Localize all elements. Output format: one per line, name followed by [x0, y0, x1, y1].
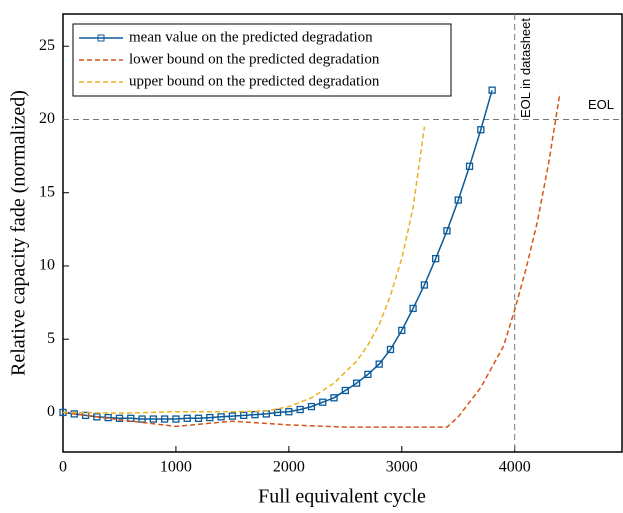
- legend-label: mean value on the predicted degradation: [129, 29, 373, 45]
- series-marker: [454, 196, 462, 204]
- y-axis-label: Relative capacity fade (normalized): [8, 90, 30, 376]
- y-tick-label: 10: [39, 257, 55, 274]
- series-marker: [319, 398, 327, 406]
- series-marker: [352, 379, 361, 387]
- series-marker: [172, 415, 180, 423]
- x-tick-label: 4000: [499, 459, 531, 476]
- plot-frame: [62, 13, 623, 453]
- x-tick-label: 2000: [273, 459, 305, 476]
- series-marker: [443, 227, 451, 235]
- series-line: [62, 126, 426, 414]
- series-marker: [160, 415, 169, 423]
- series-line: [62, 92, 561, 428]
- y-tick-label: 5: [47, 330, 55, 347]
- y-tick-label: 20: [39, 110, 55, 127]
- series-marker: [307, 402, 316, 411]
- series-marker: [364, 370, 372, 379]
- series-marker: [375, 360, 383, 368]
- series-marker: [115, 414, 124, 422]
- series-marker: [341, 386, 349, 395]
- series-marker: [149, 415, 157, 423]
- x-axis-label: Full equivalent cycle: [258, 486, 426, 508]
- series-marker: [409, 304, 417, 313]
- series-marker: [296, 405, 304, 414]
- series-marker: [273, 408, 282, 417]
- legend-marker: [97, 34, 105, 42]
- series-marker: [183, 414, 191, 422]
- legend-label: lower bound on the predicted degradation: [129, 51, 380, 67]
- series-marker: [285, 408, 293, 416]
- y-tick-label: 15: [39, 183, 55, 200]
- legend-label: upper bound on the predicted degradation: [129, 73, 380, 89]
- series-marker: [217, 413, 225, 421]
- series-marker: [465, 162, 474, 170]
- series-line: [62, 89, 493, 420]
- y-tick-label: 25: [39, 37, 55, 54]
- x-tick-label: 3000: [386, 459, 418, 476]
- series-marker: [93, 413, 101, 421]
- series-marker: [386, 345, 395, 354]
- series-marker: [138, 415, 146, 423]
- series-marker: [194, 414, 203, 422]
- x-tick-label: 1000: [160, 459, 192, 476]
- series-marker: [488, 86, 496, 94]
- series-marker: [432, 254, 440, 263]
- legend-box: [72, 23, 452, 97]
- series-marker: [398, 326, 406, 335]
- series-marker: [477, 126, 485, 134]
- datasheet-label: EOL in datasheet: [518, 18, 533, 118]
- x-tick-label: 0: [59, 459, 67, 476]
- y-tick-label: 0: [47, 403, 55, 420]
- series-marker: [206, 413, 214, 422]
- eol-label: EOL: [588, 97, 614, 112]
- series-marker: [228, 412, 237, 420]
- series-marker: [330, 394, 338, 402]
- series-marker: [240, 411, 248, 420]
- series-marker: [420, 281, 429, 289]
